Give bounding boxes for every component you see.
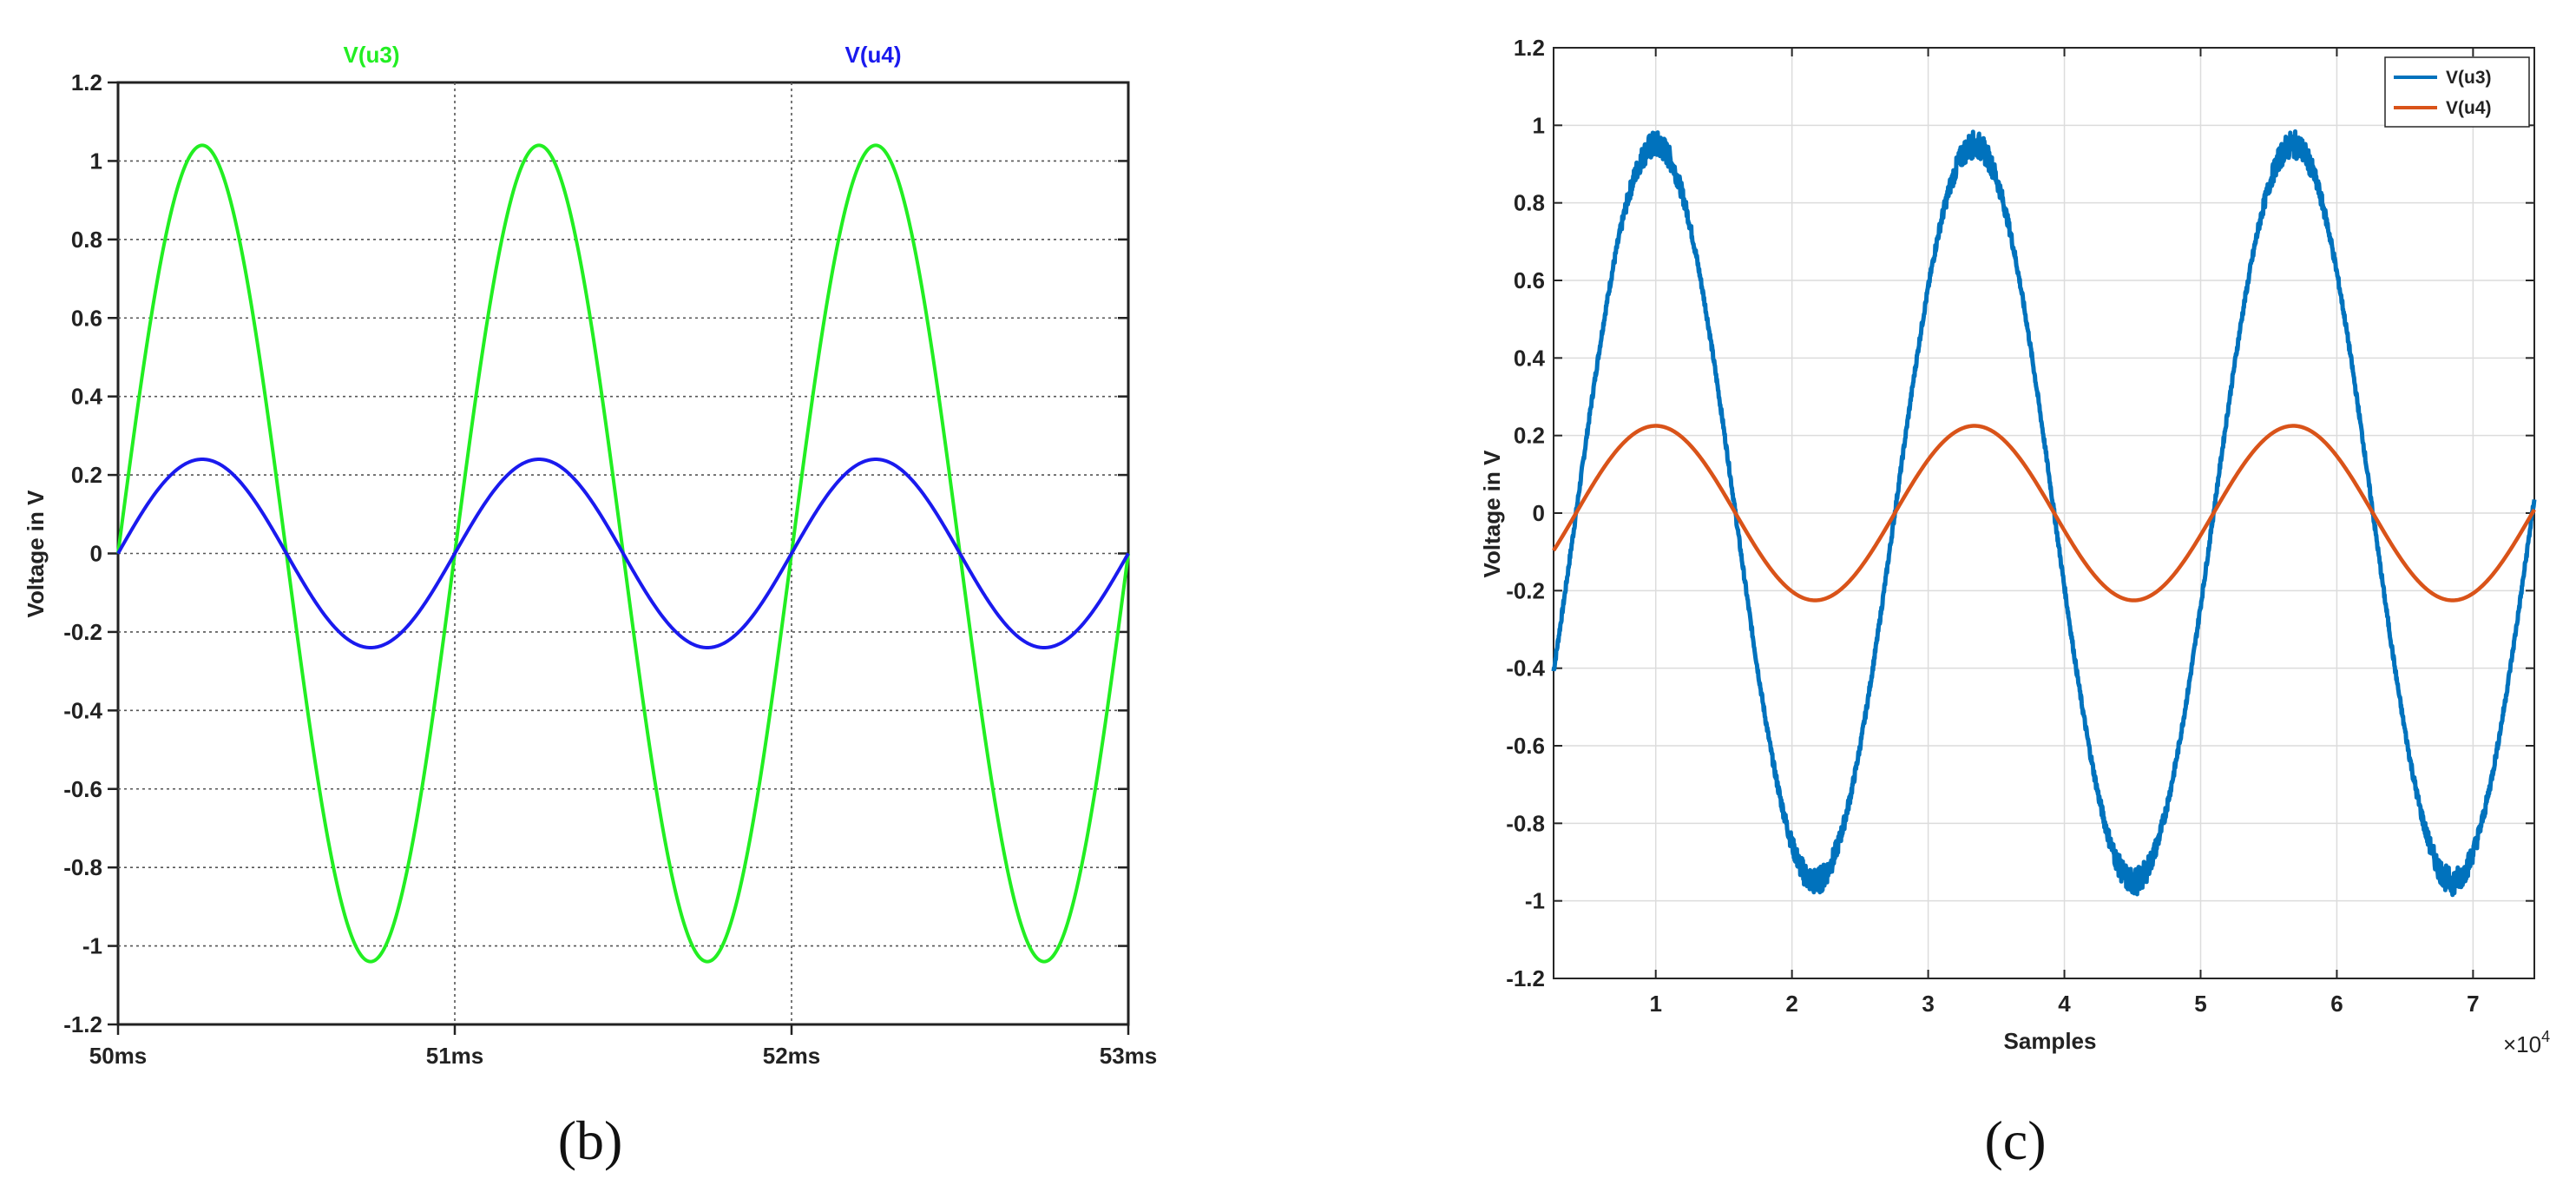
chart-b-x-tick-label: 51ms [426, 1043, 484, 1069]
chart-c-y-ticks: -1.2 -1 -0.8 -0.6 -0.4 -0.2 0 0.2 0.4 0.6 0.8 1 1.2 [1506, 35, 2534, 991]
chart-b-y-axis-label: Voltage in V [23, 490, 49, 618]
chart-b-y-tick-label: 0.2 [71, 462, 102, 488]
chart-c-series [1551, 128, 2537, 898]
chart-c-x-tick-label: 1 [1649, 991, 1661, 1017]
chart-c-x-tick-label: 7 [2467, 991, 2479, 1017]
chart-b-y-tick-label: -0.6 [63, 776, 102, 802]
chart-b-y-ticks: -1.2 -1 -0.8 -0.6 -0.4 -0.2 0 0.2 0.4 0.6 0.8 1 1.2 [63, 69, 1128, 1037]
chart-c-x-tick-label: 2 [1785, 991, 1797, 1017]
chart-b-x-tick-label: 50ms [89, 1043, 148, 1069]
chart-c-y-tick-label: -0.2 [1506, 577, 1545, 603]
chart-c-y-tick-label: 0.4 [1514, 345, 1546, 371]
chart-b-y-tick-label: 0.6 [71, 305, 102, 331]
chart-b-y-tick-label: -0.4 [63, 697, 102, 723]
chart-b-x-ticks: 50ms 51ms 52ms 53ms [89, 1024, 1158, 1069]
chart-b-x-tick-label: 53ms [1100, 1043, 1158, 1069]
chart-b-series [116, 143, 1130, 964]
chart-b-y-tick-label: 1.2 [71, 69, 102, 95]
chart-b-legend-u4: V(u4) [845, 42, 902, 68]
chart-c-y-tick-label: -0.4 [1506, 655, 1545, 682]
chart-c-y-tick-label: 1.2 [1514, 35, 1545, 61]
panel-label-c: (c) [1984, 1110, 2046, 1171]
chart-c-x-ticks: 1 2 3 4 5 6 7 [1649, 48, 2480, 1017]
chart-b-y-tick-label: 0.4 [71, 384, 103, 410]
chart-c-legend-box [2384, 56, 2530, 128]
chart-b-y-tick-label: 1 [90, 148, 102, 174]
chart-b-y-tick-label: -0.8 [63, 854, 102, 880]
chart-c-legend-u3: V(u3) [2446, 68, 2492, 88]
chart-b: -1.2-1-0.8-0.6-0.4-0.200.20.40.60.811.2 … [23, 42, 1157, 1171]
chart-c-y-tick-label: -0.8 [1506, 810, 1545, 836]
chart-c-y-tick-label: 0.8 [1514, 190, 1545, 216]
chart-c-line-u4 [1552, 424, 2536, 603]
chart-c-y-tick-label: 1 [1533, 112, 1545, 138]
chart-b-y-tick-label: 0.8 [71, 227, 102, 253]
chart-c-y-tick-label: 0 [1533, 500, 1545, 526]
chart-c-y-tick-label: -1.2 [1506, 965, 1545, 991]
chart-c-y-axis-label: Voltage in V [1479, 450, 1505, 578]
chart-c-x-tick-label: 3 [1922, 991, 1934, 1017]
chart-b-y-tick-label: -0.2 [63, 619, 102, 645]
chart-c-legend-u4: V(u4) [2446, 98, 2492, 118]
panel-label-b: (b) [558, 1110, 623, 1171]
chart-c-y-tick-label: 0.6 [1514, 267, 1545, 293]
chart-c-x-tick-label: 4 [2058, 991, 2071, 1017]
chart-c-y-tick-label: -1 [1525, 888, 1545, 914]
chart-b-x-tick-label: 52ms [763, 1043, 821, 1069]
chart-c-grid [1554, 48, 2534, 978]
chart-b-y-tick-label: 0 [90, 541, 102, 567]
chart-c: -1.2-1-0.8-0.6-0.4-0.200.20.40.60.811.2 … [1479, 35, 2550, 1171]
chart-c-x-axis-label: Samples [2004, 1028, 2097, 1054]
chart-c-legend: V(u3) V(u4) [2384, 56, 2530, 128]
chart-c-y-tick-label: -0.6 [1506, 733, 1545, 759]
chart-b-y-tick-label: -1.2 [63, 1011, 102, 1037]
chart-b-y-tick-label: -1 [82, 933, 102, 959]
chart-c-y-tick-label: 0.2 [1514, 423, 1545, 449]
chart-b-line-u4 [116, 457, 1130, 650]
chart-c-x-tick-label: 6 [2330, 991, 2343, 1017]
chart-c-x-multiplier: ×104 [2503, 1028, 2550, 1057]
chart-b-legend-u3: V(u3) [344, 42, 400, 68]
chart-c-line-u3 [1551, 128, 2537, 898]
chart-c-x-tick-label: 5 [2194, 991, 2206, 1017]
